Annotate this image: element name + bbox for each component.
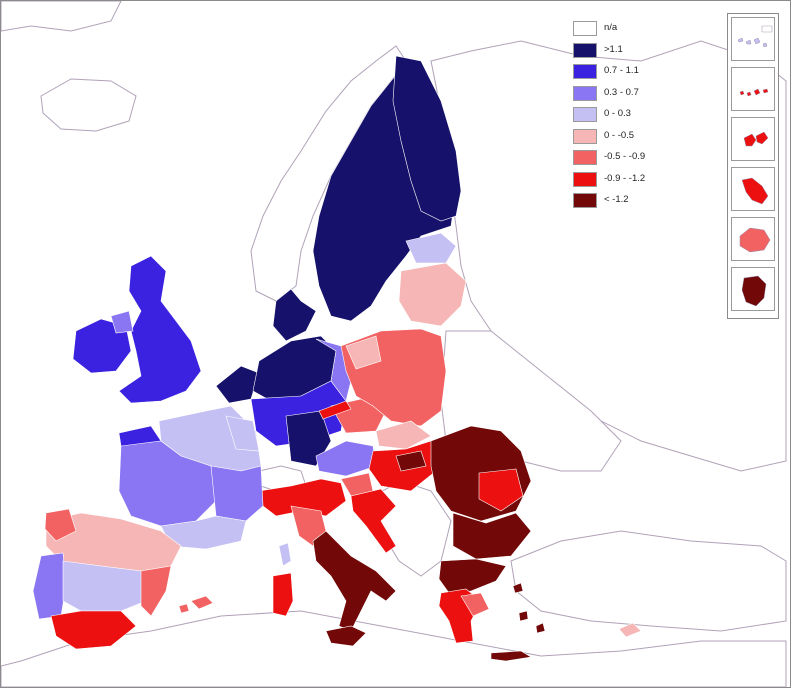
north-africa-region [1, 610, 787, 687]
region-greece-mid [460, 592, 490, 617]
legend-swatch [573, 21, 597, 36]
region-spain-center [62, 560, 147, 612]
inset-reunion [731, 217, 775, 261]
legend-swatch [573, 107, 597, 122]
region-sicily [325, 625, 367, 647]
region-italy-north [258, 478, 347, 517]
legend-label: < -1.2 [604, 194, 629, 205]
region-corsica [278, 542, 292, 567]
iceland-region [40, 78, 137, 132]
legend-item: >1.1 [573, 42, 693, 60]
legend-item: 0 - -0.5 [573, 128, 693, 146]
outermost-regions-insets [727, 13, 779, 319]
region-estonia [405, 232, 457, 264]
legend-label: 0.3 - 0.7 [604, 86, 639, 98]
region-france-southeast [210, 465, 264, 522]
legend-swatch [573, 85, 597, 101]
legend-item: -0.5 - -0.9 [573, 150, 693, 167]
legend-label: 0 - 0.3 [604, 108, 631, 119]
region-uk [118, 255, 202, 404]
region-spain-east [140, 565, 172, 617]
region-bulgaria [452, 512, 532, 560]
inset-guadeloupe [731, 117, 775, 161]
legend-label: -0.5 - -0.9 [604, 151, 646, 162]
region-baltics [398, 262, 467, 327]
legend-item: 0 - 0.3 [573, 107, 693, 124]
legend-item: -0.9 - -1.2 [573, 171, 693, 189]
region-andalusia [50, 610, 137, 650]
region-balearics [178, 595, 214, 614]
region-slovakia [375, 420, 432, 450]
legend-swatch [573, 64, 597, 79]
region-denmark [272, 288, 317, 342]
inset-azores-madeira [731, 67, 775, 111]
region-uk-sw [110, 310, 134, 334]
region-portugal [32, 552, 67, 620]
region-hungary-dark [395, 450, 427, 472]
region-cyprus [618, 622, 642, 638]
region-galicia [44, 508, 77, 542]
inset-martinique [731, 167, 775, 211]
legend-label: 0.7 - 1.1 [604, 65, 639, 76]
legend-label: -0.9 - -1.2 [604, 172, 646, 184]
region-france-east-light [225, 415, 260, 452]
legend-swatch [573, 193, 597, 208]
legend-swatch [573, 128, 597, 144]
legend-item: < -1.2 [573, 193, 693, 210]
legend-swatch [573, 150, 597, 165]
legend-label: n/a [604, 22, 618, 33]
region-france-west [118, 440, 217, 527]
turkey-region [510, 530, 787, 632]
region-croatia [350, 488, 397, 554]
region-poland-light [345, 335, 382, 370]
legend-label: 0 - -0.5 [604, 129, 635, 141]
region-italy-south [312, 530, 397, 632]
inset-canary-islands [731, 17, 775, 61]
region-sardinia [272, 572, 294, 617]
legend-item: n/a [573, 21, 693, 38]
legend-label: >1.1 [604, 43, 623, 55]
region-romania-red [478, 468, 524, 512]
legend-item: 0.7 - 1.1 [573, 64, 693, 81]
region-crete [490, 650, 532, 662]
region-aegean-islands [512, 582, 546, 634]
region-netherlands [215, 365, 260, 404]
region-finland [392, 55, 462, 222]
region-greece-north [438, 558, 507, 594]
inset-french-guiana [731, 267, 775, 311]
legend-swatch [573, 171, 597, 187]
north-coast-region [1, 1, 122, 32]
legend-item: 0.3 - 0.7 [573, 85, 693, 103]
legend-swatch [573, 42, 597, 58]
region-czech-red [318, 400, 352, 420]
